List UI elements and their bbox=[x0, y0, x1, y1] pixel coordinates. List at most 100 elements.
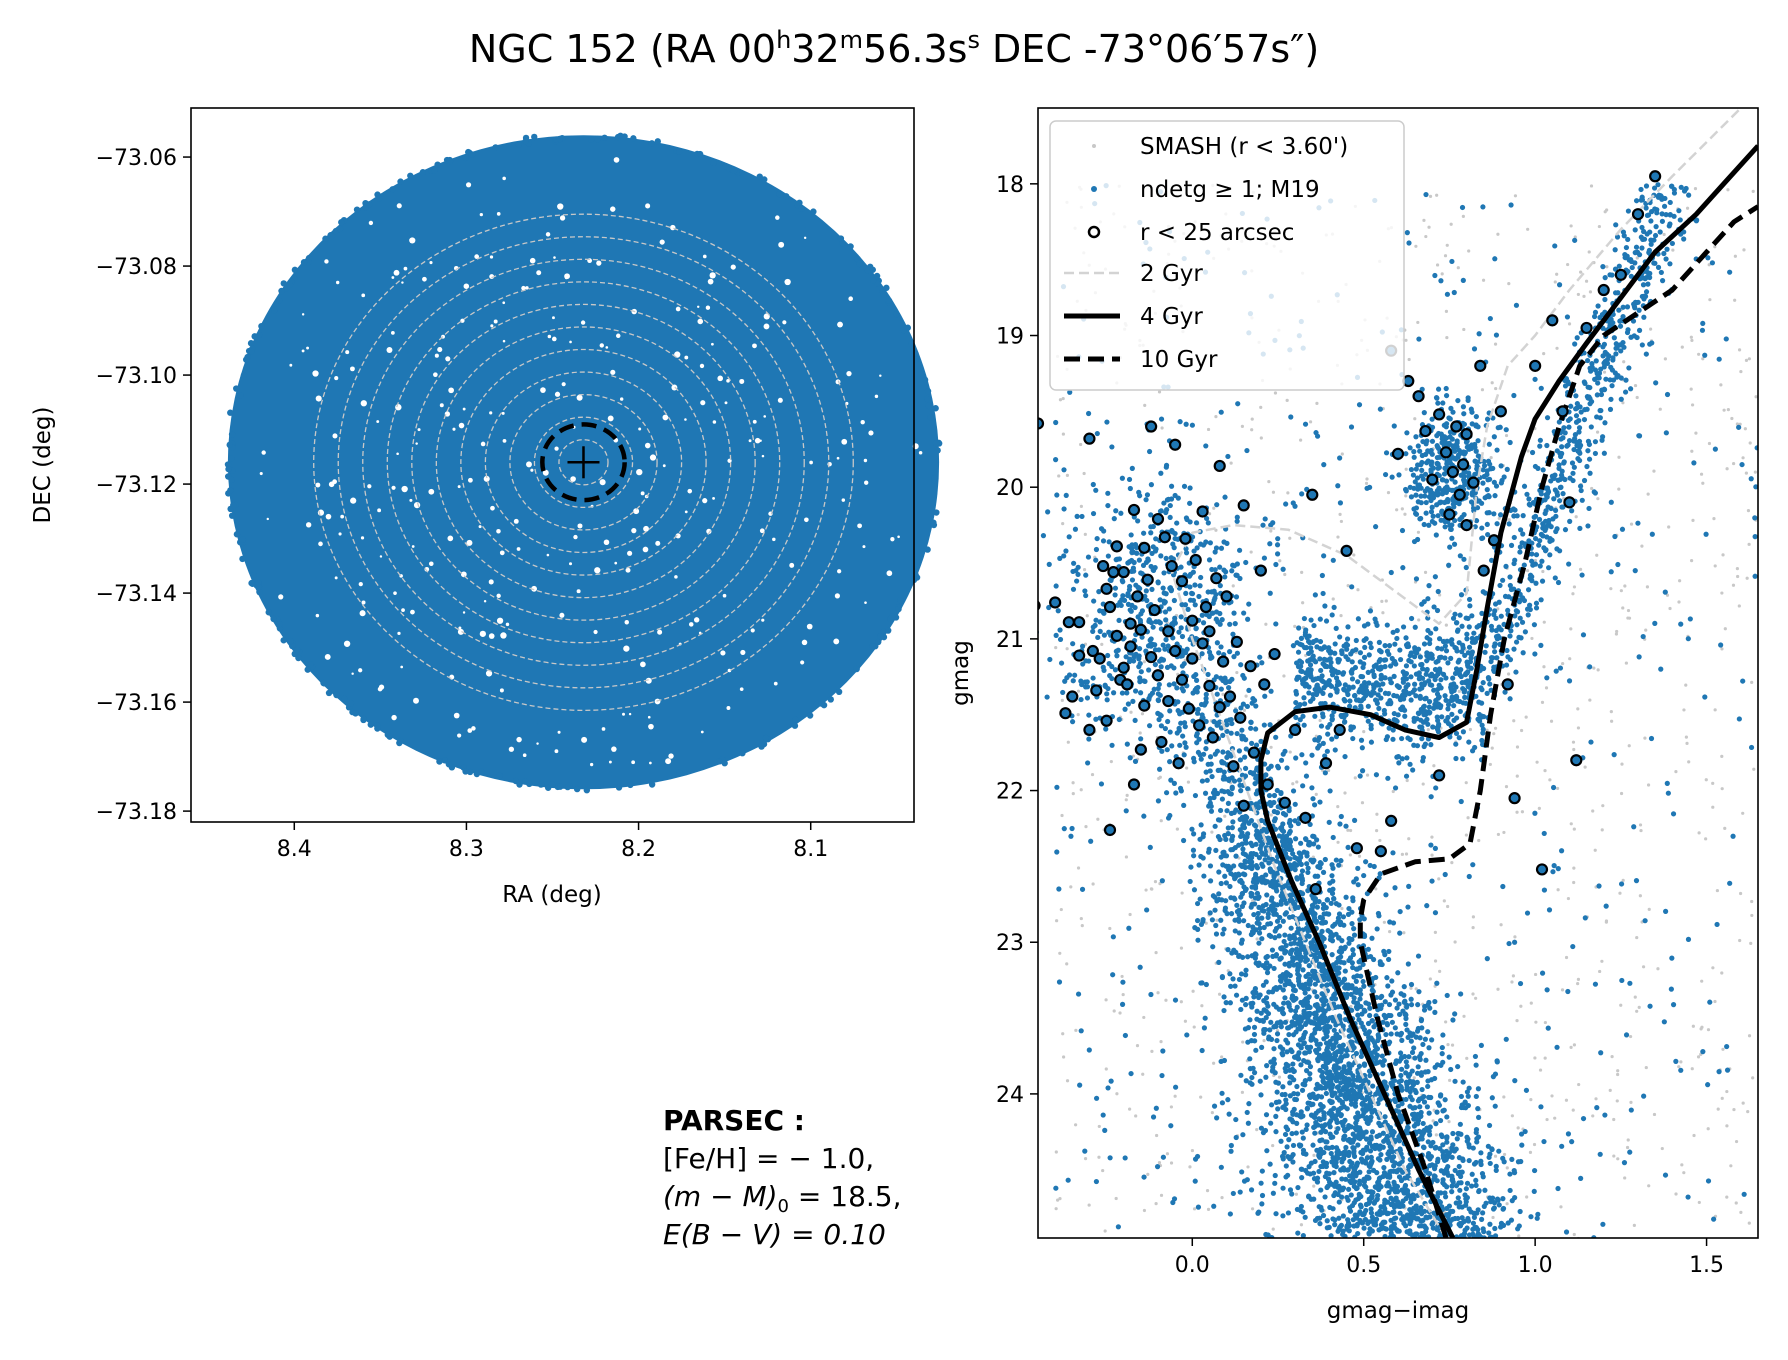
cmd-field-point bbox=[1138, 736, 1144, 742]
cmd-field-point bbox=[1406, 1164, 1412, 1170]
cmd-smash-point bbox=[1647, 1184, 1651, 1188]
sky-star bbox=[912, 350, 919, 357]
cmd-smash-point bbox=[1635, 1009, 1639, 1013]
cmd-field-point bbox=[1364, 1155, 1370, 1161]
cmd-field-point bbox=[1311, 1020, 1317, 1026]
cmd-field-point bbox=[1380, 1071, 1386, 1077]
cmd-field-point bbox=[1480, 1174, 1486, 1180]
cmd-field-point bbox=[1444, 992, 1450, 999]
sky-gap bbox=[259, 471, 263, 476]
cmd-field-point bbox=[1243, 840, 1249, 846]
sky-gap bbox=[393, 269, 400, 276]
cmd-field-point bbox=[1332, 1050, 1338, 1057]
sky-star bbox=[676, 148, 683, 155]
cmd-smash-point bbox=[1308, 420, 1313, 424]
cmd-field-point bbox=[1464, 1134, 1470, 1140]
cmd-field-point bbox=[1216, 959, 1222, 965]
cmd-smash-point bbox=[1680, 345, 1684, 349]
cmd-field-point bbox=[1439, 1051, 1445, 1057]
sky-gap bbox=[301, 313, 305, 316]
cmd-field-point bbox=[1227, 883, 1233, 890]
cmd-field-point bbox=[1219, 1090, 1225, 1096]
cmd-smash-point bbox=[1428, 977, 1432, 981]
cmd-field-point bbox=[1415, 1064, 1421, 1070]
cmd-field-point bbox=[1240, 850, 1246, 857]
cmd-field-point bbox=[1218, 854, 1224, 860]
cmd-field-point bbox=[1397, 930, 1403, 936]
cmd-smash-point bbox=[1250, 1207, 1255, 1211]
cmd-field-point bbox=[1251, 994, 1257, 1000]
cmd-field-point bbox=[1402, 1175, 1408, 1181]
cmd-smash-point bbox=[1516, 1126, 1520, 1130]
cmd-field-point bbox=[1300, 1035, 1306, 1041]
cmd-smash-point bbox=[1517, 1234, 1521, 1238]
cmd-field-point bbox=[1375, 1185, 1381, 1192]
cmd-field-point bbox=[1440, 1059, 1446, 1065]
sky-gap bbox=[863, 458, 868, 463]
cmd-field-point bbox=[1443, 1148, 1450, 1154]
sky-gap bbox=[350, 497, 357, 504]
cmd-field-point bbox=[1411, 1045, 1417, 1051]
cmd-smash-point bbox=[1616, 1072, 1620, 1077]
sky-star bbox=[240, 371, 248, 379]
title-sup-s: s bbox=[967, 26, 980, 54]
sky-gap bbox=[350, 366, 355, 372]
sky-star bbox=[722, 162, 730, 170]
cmd-field-point bbox=[1449, 1173, 1455, 1179]
cmd-field-point bbox=[1348, 1163, 1354, 1169]
cmd-field-point bbox=[1329, 862, 1335, 868]
cmd-field-point bbox=[1308, 1196, 1314, 1202]
sky-gap bbox=[645, 203, 651, 209]
cmd-smash-point bbox=[1468, 727, 1473, 732]
cmd-smash-point bbox=[1204, 921, 1208, 925]
cmd-field-point bbox=[1403, 1195, 1409, 1202]
sky-gap bbox=[726, 379, 730, 383]
cmd-field-point bbox=[1310, 1035, 1316, 1041]
cmd-field-point bbox=[1265, 914, 1271, 921]
cmd-field-point bbox=[1363, 1129, 1369, 1135]
cmd-field-point bbox=[1415, 953, 1422, 959]
cmd-smash-point bbox=[1269, 745, 1273, 749]
cmd-smash-point bbox=[1725, 1089, 1729, 1094]
cmd-field-point bbox=[1242, 754, 1248, 760]
sky-gap bbox=[657, 629, 663, 635]
cmd-field-point bbox=[1241, 918, 1247, 924]
cmd-smash-point bbox=[1734, 1201, 1738, 1205]
cmd-field-point bbox=[1361, 1062, 1368, 1068]
cmd-field-point bbox=[1383, 892, 1389, 898]
cmd-field-point bbox=[1305, 932, 1311, 939]
cmd-field-point bbox=[1376, 1035, 1382, 1041]
cmd-field-point bbox=[1168, 777, 1174, 783]
cmd-field-point bbox=[1392, 885, 1398, 891]
sky-star bbox=[462, 154, 469, 162]
sky-star bbox=[897, 597, 904, 604]
sky-gap bbox=[474, 254, 480, 259]
cmd-field-point bbox=[1294, 1004, 1300, 1010]
sky-star bbox=[247, 340, 255, 347]
cmd-field-point bbox=[1487, 1221, 1493, 1227]
cmd-field-point bbox=[1315, 873, 1321, 879]
cmd-smash-point bbox=[1588, 290, 1593, 294]
sky-gap bbox=[345, 350, 350, 355]
cmd-smash-point bbox=[1692, 1133, 1696, 1138]
sky-gap bbox=[428, 488, 435, 495]
cmd-field-point bbox=[1282, 932, 1288, 938]
sky-gap bbox=[463, 283, 470, 289]
cmd-smash-point bbox=[1426, 728, 1430, 732]
cmd-field-point bbox=[1285, 1040, 1291, 1046]
cmd-smash-point bbox=[1128, 912, 1132, 917]
cmd-field-point bbox=[1327, 1084, 1333, 1090]
cmd-field-point bbox=[1420, 1189, 1426, 1195]
cmd-field-point bbox=[1361, 654, 1368, 660]
sky-gap bbox=[478, 525, 482, 529]
cmd-field-point bbox=[1334, 1031, 1340, 1038]
cmd-field-point bbox=[1294, 946, 1300, 952]
cmd-field-point bbox=[1381, 1165, 1387, 1171]
cmd-smash-point bbox=[1404, 852, 1409, 856]
cmd-field-point bbox=[1492, 1233, 1499, 1238]
cmd-field-point bbox=[1237, 1189, 1243, 1195]
cmd-smash-point bbox=[1643, 736, 1647, 740]
cmd-smash-point bbox=[1572, 1232, 1576, 1237]
cmd-field-point bbox=[1223, 1000, 1229, 1006]
sky-gap bbox=[449, 674, 455, 680]
